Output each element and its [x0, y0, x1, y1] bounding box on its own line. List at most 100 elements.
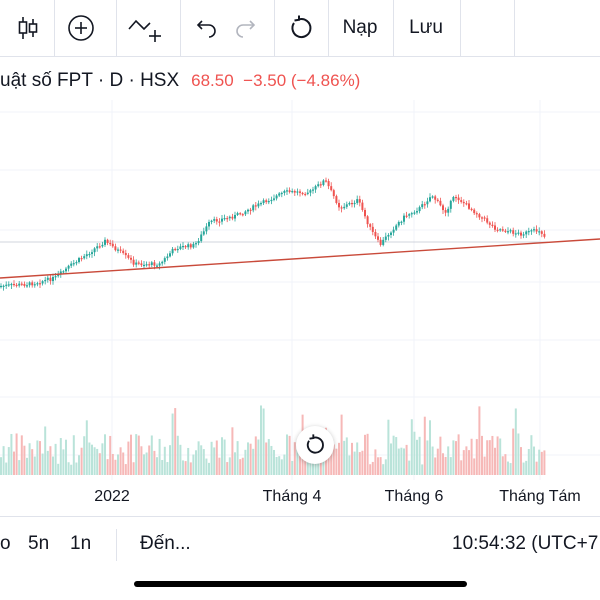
candle [174, 248, 177, 251]
volume-bar [280, 459, 283, 475]
candle [28, 282, 31, 286]
volume-bar [83, 436, 86, 475]
candle [187, 244, 190, 248]
candle [384, 236, 387, 240]
candle [189, 244, 192, 248]
volume-bar [533, 446, 535, 475]
volume-bar [150, 435, 153, 475]
redo-icon[interactable] [228, 0, 264, 56]
candle [475, 213, 478, 215]
volume-bar [249, 443, 252, 475]
volume-bar [187, 447, 190, 475]
candlestick-icon[interactable] [6, 0, 50, 56]
symbol-title[interactable]: uật số FPT · D · HSX [0, 70, 180, 91]
candle [109, 242, 112, 245]
goto-date-button[interactable]: Đến... [140, 533, 191, 554]
reset-chart-button[interactable] [296, 426, 334, 464]
volume-bar [70, 464, 73, 475]
candle [400, 221, 403, 223]
volume-bar [195, 450, 197, 475]
volume-bar [525, 460, 528, 475]
volume-bar [96, 448, 99, 475]
volume-bar [127, 441, 130, 475]
load-button[interactable]: Nạp [342, 17, 378, 38]
volume-bar [496, 436, 499, 475]
volume-bar [179, 444, 182, 475]
plus-circle-icon[interactable] [58, 0, 104, 56]
indicator-plus-icon[interactable] [120, 0, 170, 56]
volume-bar [88, 442, 91, 475]
volume-bar [231, 427, 234, 475]
volume-bar [288, 435, 291, 475]
volume-bar [405, 444, 408, 475]
price-chart[interactable] [0, 100, 600, 480]
volume-bar [10, 433, 13, 475]
candle [543, 233, 546, 237]
volume-bar [265, 442, 268, 475]
candle [525, 231, 528, 235]
volume-bar [140, 446, 143, 475]
volume-bar [135, 434, 138, 475]
volume-bar [210, 441, 213, 475]
candle [442, 205, 444, 211]
candle [364, 209, 366, 217]
candle [241, 214, 244, 216]
candle [88, 253, 91, 256]
bottom-toolbar: o 5n 1n Đến... 10:54:32 (UTC+7 [0, 516, 600, 573]
time-axis: 2022 Tháng 4 Tháng 6 Tháng Tám [0, 482, 600, 512]
range-1y-button[interactable]: 1n [70, 533, 92, 554]
volume-bar [174, 408, 177, 475]
volume-bars [0, 405, 546, 475]
candle [171, 248, 174, 254]
volume-bar [384, 459, 387, 475]
candle [156, 265, 158, 267]
candle [465, 203, 468, 205]
range-button[interactable]: o [0, 533, 11, 554]
volume-bar [377, 457, 379, 475]
volume-bar [221, 437, 223, 475]
candle [231, 216, 234, 219]
volume-bar [390, 443, 392, 475]
volume-bar [275, 456, 278, 475]
volume-bar [447, 446, 450, 475]
range-5y-button[interactable]: 5n [28, 533, 50, 554]
candle [72, 263, 75, 265]
candle [392, 229, 395, 233]
volume-bar [57, 463, 60, 475]
volume-bar [358, 452, 361, 475]
candle [23, 283, 26, 286]
volume-bar [241, 457, 244, 475]
candle [106, 239, 109, 243]
volume-bar [527, 449, 530, 475]
candle [345, 204, 348, 207]
candle [62, 271, 65, 273]
volume-bar [397, 448, 400, 475]
candle [236, 213, 239, 215]
candle [46, 277, 49, 280]
volume-bar [124, 464, 127, 475]
candle [501, 229, 504, 231]
volume-bar [312, 461, 314, 475]
candle [20, 283, 23, 285]
candle [327, 180, 330, 187]
candle [10, 283, 13, 286]
symbol-legend: uật số FPT · D · HSX 68.50 −3.50 (−4.86%) [0, 70, 360, 92]
volume-bar [494, 447, 496, 475]
candle [208, 221, 210, 227]
volume-bar [348, 455, 351, 475]
undo-icon[interactable] [188, 0, 224, 56]
volume-bar [244, 449, 247, 475]
volume-bar [78, 455, 80, 475]
candle [483, 217, 486, 219]
save-button[interactable]: Lưu [409, 17, 443, 38]
volume-bar [382, 464, 385, 475]
volume-bar [429, 420, 431, 475]
candle [78, 258, 80, 263]
volume-bar [369, 464, 372, 475]
clock-timezone[interactable]: 10:54:32 (UTC+7 [452, 533, 599, 554]
candle [317, 184, 320, 187]
volume-bar [522, 462, 525, 475]
candle [205, 226, 208, 232]
candle [117, 249, 119, 251]
rotate-icon[interactable] [280, 0, 322, 56]
